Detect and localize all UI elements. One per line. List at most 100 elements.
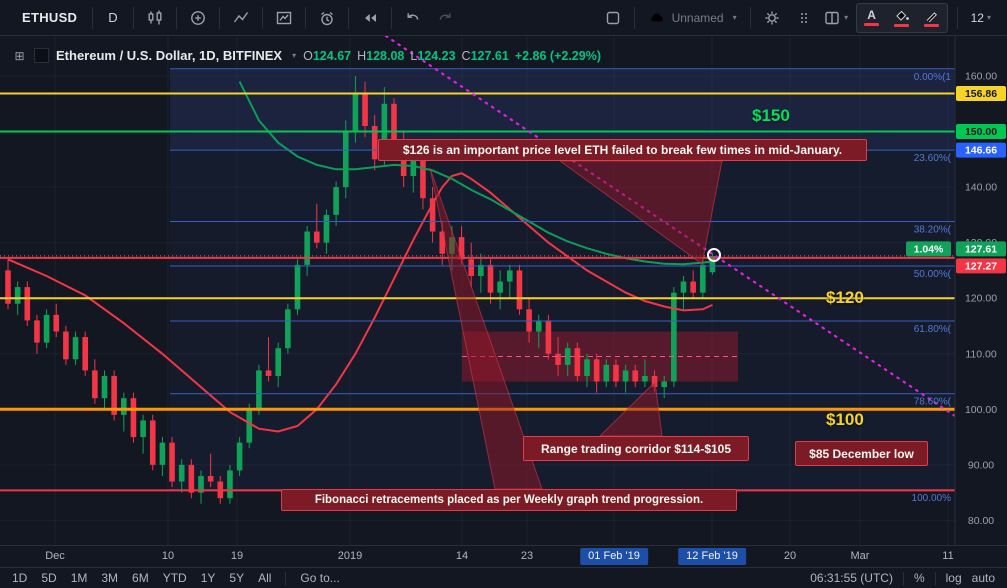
fib-band: [170, 320, 955, 394]
screenshot-icon[interactable]: [597, 0, 629, 35]
draw-tool-button[interactable]: [917, 9, 947, 27]
separator: [261, 6, 263, 29]
font-size-select[interactable]: 12 ▾: [963, 11, 999, 25]
price-badge[interactable]: [956, 142, 1006, 158]
svg-text:150.00: 150.00: [965, 126, 997, 138]
separator: [285, 571, 287, 585]
price-tick: 120.00: [965, 293, 997, 305]
text-tool-letter: A: [867, 8, 876, 22]
price-badge[interactable]: [956, 241, 1006, 257]
cloud-icon: [650, 13, 663, 21]
redo-icon[interactable]: [429, 0, 461, 35]
range-button-1M[interactable]: 1M: [70, 571, 88, 585]
grip-dots-icon[interactable]: [788, 0, 820, 35]
price-level-label-100[interactable]: $100: [826, 410, 864, 429]
time-label[interactable]: 2019: [337, 550, 363, 562]
time-label-highlighted[interactable]: 12 Feb '19: [678, 548, 746, 565]
price-badge[interactable]: [956, 85, 1006, 101]
range-button-YTD[interactable]: YTD: [162, 571, 187, 585]
separator: [956, 6, 958, 29]
auto-scale-toggle[interactable]: auto: [971, 571, 995, 585]
time-label[interactable]: 20: [783, 550, 797, 562]
chart-area[interactable]: 0.00%(1 23.60%(38.20%(50.00%(61.80%(78.60…: [0, 36, 1007, 545]
time-label-highlighted[interactable]: 01 Feb '19: [580, 548, 648, 565]
log-scale-toggle[interactable]: log: [945, 571, 962, 585]
chart-template-icon[interactable]: [268, 0, 300, 35]
high-label: H: [357, 48, 367, 63]
open-label: O: [303, 48, 313, 63]
fib-label: 23.60%(: [914, 153, 952, 164]
low-value: 124.23: [417, 48, 456, 63]
ma-slow-line: [238, 81, 713, 266]
change-value: +2.86 (+2.29%): [514, 48, 601, 63]
annotation-126-level[interactable]: $126 is an important price level ETH fai…: [378, 139, 867, 161]
time-label[interactable]: 10: [161, 550, 175, 562]
time-label[interactable]: 23: [520, 550, 534, 562]
symbol-button[interactable]: ETHUSD: [22, 10, 78, 25]
fib-label: 78.60%(: [914, 397, 952, 408]
range-button-6M[interactable]: 6M: [132, 571, 149, 585]
percent-scale-toggle[interactable]: %: [913, 571, 925, 585]
percent-change-badge[interactable]: [906, 241, 951, 257]
separator: [934, 571, 936, 585]
draw-color-bar: [924, 23, 940, 27]
trendline[interactable]: [384, 36, 957, 418]
high-value: 128.08: [366, 48, 405, 63]
goto-date-button[interactable]: Go to...: [300, 571, 340, 585]
time-label[interactable]: Dec: [45, 550, 65, 562]
fill-tool-button[interactable]: [887, 9, 917, 27]
legend-symbol-swatch[interactable]: [34, 48, 49, 63]
time-label[interactable]: 11: [942, 550, 954, 562]
layout-grid-icon[interactable]: ▾: [820, 0, 852, 35]
chevron-down-icon: ▾: [292, 51, 297, 60]
range-button-1D[interactable]: 1D: [12, 571, 28, 585]
annotation-pointer: [558, 160, 723, 265]
time-label[interactable]: 14: [455, 550, 469, 562]
undo-icon[interactable]: [397, 0, 429, 35]
time-axis[interactable]: Dec 10 19 2019 14 23 01 Feb '19 12 Feb '19 20 Mar…: [0, 545, 1007, 567]
price-level-label-150[interactable]: $150: [752, 106, 790, 125]
separator: [92, 6, 94, 29]
annotation-text: $126 is an important price level ETH fai…: [402, 143, 843, 157]
time-label[interactable]: 19: [230, 550, 244, 562]
replay-icon[interactable]: [354, 0, 386, 35]
price-level-label-120[interactable]: $120: [826, 288, 864, 307]
price-scale[interactable]: [955, 36, 1007, 545]
svg-text:127.27: 127.27: [965, 260, 997, 272]
separator: [390, 6, 392, 29]
font-size-value: 12: [970, 10, 984, 25]
separator: [749, 6, 751, 29]
annotation-fibonacci[interactable]: Fibonacci retracements placed as per Wee…: [281, 489, 737, 511]
trendline-marker[interactable]: [707, 248, 721, 262]
legend-add-icon[interactable]: ⊞: [14, 48, 25, 63]
interval-button[interactable]: D: [108, 10, 118, 25]
alert-icon[interactable]: [311, 0, 343, 35]
fib-band: [170, 68, 955, 151]
annotation-range-corridor[interactable]: Range trading corridor $114-$105: [523, 436, 749, 461]
range-buttons: 1D 5D 1M 3M 6M YTD 1Y 5Y All: [12, 571, 271, 585]
time-label[interactable]: Mar: [850, 550, 870, 562]
bucket-icon: [895, 10, 909, 21]
price-badge[interactable]: [956, 124, 1006, 140]
chart-style-icon[interactable]: [139, 0, 171, 35]
settings-gear-icon[interactable]: [756, 0, 788, 35]
range-button-5Y[interactable]: 5Y: [229, 571, 245, 585]
annotation-december-low[interactable]: $85 December low: [795, 441, 928, 466]
annotation-text: Fibonacci retracements placed as per Wee…: [314, 494, 704, 506]
range-button-5D[interactable]: 5D: [41, 571, 57, 585]
fib-band: [170, 265, 955, 321]
compare-icon[interactable]: [182, 0, 214, 35]
separator: [132, 6, 134, 29]
price-badge[interactable]: [956, 258, 1006, 274]
layout-save-button[interactable]: Unnamed ▾: [640, 9, 745, 27]
price-tick: 110.00: [965, 348, 996, 360]
indicators-icon[interactable]: [225, 0, 257, 35]
fib-label: 50.00%(: [914, 269, 952, 280]
symbol-title[interactable]: Ethereum / U.S. Dollar, 1D, BITFINEX: [56, 48, 283, 63]
range-button-All[interactable]: All: [258, 571, 272, 585]
range-button-1Y[interactable]: 1Y: [200, 571, 216, 585]
ohlc-values: O124.67 H128.08 L124.23 C127.61 +2.86 (+…: [303, 49, 601, 63]
text-tool-button[interactable]: A: [857, 9, 887, 26]
range-button-3M[interactable]: 3M: [101, 571, 119, 585]
clock[interactable]: 06:31:55 (UTC): [810, 571, 893, 585]
